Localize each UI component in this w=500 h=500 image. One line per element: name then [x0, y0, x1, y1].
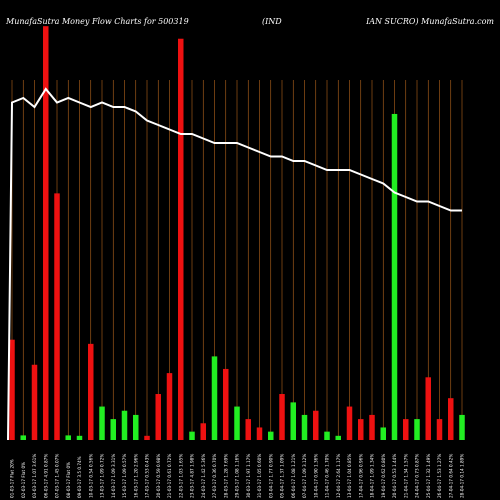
bar-1: [9, 339, 15, 440]
x-tick-label: 27-03-17 0.36 0.70%: [212, 454, 217, 498]
bar-8: [88, 343, 94, 440]
bars: [9, 26, 465, 441]
x-tick-label: 06-03-17 4.91 0.87%: [43, 454, 48, 498]
x-tick-label: 07-04-17 1.09 3.12%: [302, 454, 307, 498]
x-tick-label: 11-04-17 0.46 1.70%: [325, 454, 330, 498]
bar-40: [448, 398, 454, 440]
bar-34: [380, 427, 386, 440]
x-tick-label: 15-03-17 1.09 0.57%: [122, 454, 127, 498]
x-tick-label: 03-03-17 1.07 3.61%: [32, 454, 37, 498]
bar-13: [144, 435, 150, 440]
bar-19: [211, 356, 218, 440]
bar-35: [391, 113, 398, 441]
bar-16: [178, 38, 184, 440]
x-tick-label: 10-03-17 0.54 0.56%: [88, 454, 93, 498]
x-tick-label: 22-03-17 1.03 1.65%: [178, 454, 183, 498]
bar-6: [65, 435, 71, 440]
x-tick-label: 17-03-17 0.53 0.43%: [145, 454, 150, 498]
x-tick-label: 06-04-17 1.08 1.21%: [291, 454, 296, 498]
bar-24: [268, 431, 274, 440]
bar-33: [369, 414, 375, 440]
x-tick-label: 24-03-17 1.42 5.36%: [201, 454, 206, 498]
x-tick-label: 29-03-17 1.08 1.16%: [235, 454, 240, 498]
x-tick-label: 30-03-17 1.97 1.17%: [246, 454, 251, 498]
x-tick-label: 13-03-17 1.09 0.72%: [100, 454, 105, 498]
chart-title-middle: (IND: [262, 17, 282, 26]
x-tick-label: 14-03-17 1.09 3.31%: [111, 454, 116, 498]
bar-37: [414, 419, 420, 440]
bar-14: [155, 394, 161, 440]
x-tick-label: 28-03-17 1.28 7.69%: [223, 454, 228, 498]
bar-41: [459, 414, 465, 440]
x-tick-label: 31-03-17 1.05 0.60%: [257, 454, 262, 498]
bar-10: [110, 419, 116, 440]
bar-27: [301, 414, 308, 440]
bar-29: [324, 431, 330, 440]
bar-32: [358, 419, 364, 440]
bar-9: [99, 406, 105, 440]
x-tick-label: 21-04-17 1.34 1.57%: [403, 454, 408, 498]
x-tick-label: 16-03-17 1.20 2.96%: [133, 454, 138, 498]
x-tick-label: 20-04-17 0.53 1.44%: [392, 454, 397, 498]
bar-36: [403, 419, 409, 440]
bar-39: [436, 419, 443, 440]
bar-12: [133, 414, 139, 440]
bar-31: [346, 406, 353, 440]
x-tick-label: 01-03-17 Flat 20%: [10, 459, 15, 498]
bar-38: [425, 377, 431, 440]
x-tick-label: 25-04-17 1.32 1.49%: [426, 454, 431, 498]
bar-17: [189, 431, 195, 440]
bar-18: [200, 423, 206, 440]
x-tick-label: 28-04-17 0.14 1.89%: [460, 454, 465, 498]
x-tick-label: 27-04-17 0.64 0.42%: [448, 454, 453, 498]
bar-2: [20, 435, 26, 440]
bar-5: [54, 193, 60, 440]
price-line: [7, 87, 462, 441]
x-tick-label: 20-03-17 0.59 0.98%: [156, 454, 161, 498]
x-tick-label: 19-04-17 0.62 0.80%: [381, 454, 386, 498]
bar-30: [335, 435, 341, 440]
x-tick-label: 23-03-17 4.87 1.98%: [190, 454, 195, 498]
bar-20: [223, 368, 229, 440]
bar-4: [43, 26, 49, 441]
x-tick-label: 03-04-17 1.77 0.90%: [268, 454, 273, 498]
chart-title-left: MunafaSutra Money Flow Charts for 500319: [5, 17, 189, 26]
bar-25: [279, 394, 285, 440]
x-tick-label: 13-04-17 1.04 0.85%: [347, 454, 352, 498]
x-tick-label: 17-04-17 0.96 0.96%: [358, 454, 363, 498]
bar-21: [234, 406, 240, 440]
x-tick-label: 07-03-17 1.45 0.07%: [55, 454, 60, 498]
x-tick-label: 18-04-17 1.09 1.34%: [370, 454, 375, 498]
x-tick-label: 12-04-17 2.64 1.17%: [336, 454, 341, 498]
chart-title-right: IAN SUCRO) MunafaSutra.com: [365, 17, 494, 26]
x-tick-labels: 01-03-17 Flat 20% 02-03-17 Flat 0% 03-03-1…: [10, 454, 465, 498]
x-tick-label: 21-03-17 0.61 0.72%: [167, 454, 172, 498]
bar-23: [256, 427, 263, 440]
x-tick-label: 05-04-17 1.37 1.09%: [280, 454, 285, 498]
bar-3: [31, 364, 38, 440]
x-tick-label: 02-03-17 Flat 0%: [21, 462, 26, 498]
x-tick-label: 09-03-17 3.5 0.74%: [77, 456, 82, 498]
x-tick-label: 24-04-17 0.73 0.87%: [415, 454, 420, 498]
x-tick-label: 10-04-17 0.90 1.36%: [313, 454, 318, 498]
bar-7: [76, 435, 83, 440]
bar-15: [166, 373, 173, 440]
bar-22: [245, 419, 251, 440]
bar-11: [121, 410, 128, 440]
x-tick-label: 26-04-17 1.53 1.27%: [437, 454, 442, 498]
price-line-group: [7, 87, 462, 441]
bar-28: [313, 410, 319, 440]
bar-26: [290, 402, 296, 440]
x-tick-label: 08-03-17 Flat 0%: [66, 462, 71, 498]
